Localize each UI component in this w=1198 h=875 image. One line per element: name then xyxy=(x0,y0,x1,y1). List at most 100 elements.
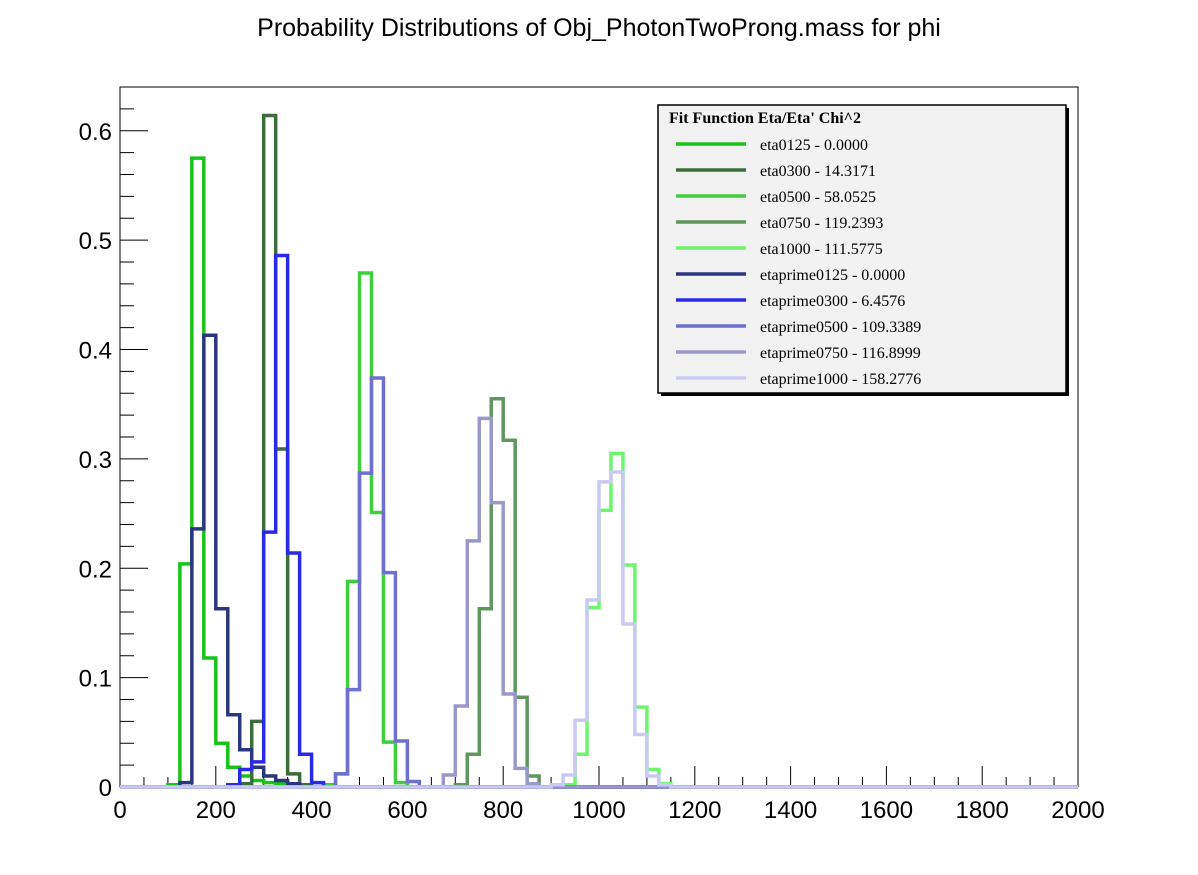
histogram-bin xyxy=(192,529,204,787)
histogram-bin xyxy=(395,741,407,787)
series-etaprime0300 xyxy=(120,253,1078,789)
histogram-bin xyxy=(587,600,599,787)
x-tick-label: 1800 xyxy=(956,797,1009,824)
histogram-line-etaprime0300 xyxy=(120,253,1078,789)
y-tick-label: 0.5 xyxy=(79,228,112,255)
histogram-bin xyxy=(503,694,515,787)
legend-entry: eta0125 - 0.0000 xyxy=(760,137,868,154)
histogram-bin xyxy=(623,565,635,787)
series-etaprime1000 xyxy=(120,470,1078,789)
histogram-bin xyxy=(252,721,264,787)
histogram-bin xyxy=(204,658,216,787)
histogram-bin xyxy=(611,472,623,787)
histogram-bin xyxy=(192,158,204,787)
histogram-bin xyxy=(503,440,515,787)
histogram-line-eta0500 xyxy=(120,271,1078,789)
histogram-line-eta0125 xyxy=(120,156,1078,789)
legend-entry: etaprime0300 - 6.4576 xyxy=(760,293,905,310)
histogram-bin xyxy=(611,453,623,787)
series-group xyxy=(120,113,1078,789)
y-tick-label: 0.6 xyxy=(79,119,112,146)
histogram-bin xyxy=(264,532,276,787)
histogram-bin xyxy=(599,482,611,787)
legend-entry: etaprime1000 - 158.2776 xyxy=(760,371,921,388)
histogram-bin xyxy=(228,715,240,787)
histogram-bin xyxy=(647,770,659,788)
histogram-bin xyxy=(252,767,264,787)
axis-ticks: 0 200 400 600 800 1000 1200 1400 1600 1800 2000 0 0.… xyxy=(79,86,1105,824)
histogram-bin xyxy=(204,335,216,787)
histogram-line-etaprime1000 xyxy=(120,470,1078,789)
histogram-bin xyxy=(276,449,288,787)
x-tick-label: 1200 xyxy=(668,797,721,824)
legend-entry: eta0500 - 58.0525 xyxy=(760,189,876,206)
histogram-bin xyxy=(467,541,479,787)
legend-entry: eta0750 - 119.2393 xyxy=(760,215,883,232)
series-etaprime0125 xyxy=(120,333,1078,789)
histogram-bin xyxy=(491,399,503,787)
legend-title: Fit Function Eta/Eta' Chi^2 xyxy=(669,110,861,127)
histogram-bin xyxy=(360,473,372,787)
histogram-bin xyxy=(479,609,491,787)
legend-entry: etaprime0125 - 0.0000 xyxy=(760,267,905,284)
x-tick-label: 1000 xyxy=(572,797,625,824)
legend: Fit Function Eta/Eta' Chi^2 eta0125 - 0.0… xyxy=(657,104,1069,396)
histogram-bin xyxy=(515,768,527,787)
histogram-bin xyxy=(288,553,300,787)
histogram-bin xyxy=(383,742,395,787)
chart-title: Probability Distributions of Obj_PhotonT… xyxy=(257,14,941,42)
histogram-bin xyxy=(336,774,348,787)
y-tick-label: 0 xyxy=(99,775,112,802)
histogram-line-etaprime0125 xyxy=(120,333,1078,789)
histogram-bin xyxy=(635,707,647,787)
y-tick-label: 0.4 xyxy=(79,338,112,365)
histogram-bin xyxy=(491,503,503,787)
histogram-bin xyxy=(264,115,276,787)
y-tick-label: 0.1 xyxy=(79,666,112,693)
legend-entry: etaprime0750 - 116.8999 xyxy=(760,345,921,362)
histogram-bin xyxy=(575,754,587,787)
legend-entry: eta0300 - 14.3171 xyxy=(760,163,876,180)
histogram-bin xyxy=(348,690,360,787)
histogram-bin xyxy=(479,418,491,787)
series-eta1000 xyxy=(120,451,1078,789)
histogram-bin xyxy=(515,697,527,787)
histogram-bin xyxy=(348,581,360,787)
histogram-bin xyxy=(467,754,479,787)
histogram-line-etaprime0750 xyxy=(120,416,1078,789)
x-tick-label: 400 xyxy=(292,797,332,824)
x-tick-label: 200 xyxy=(196,797,236,824)
histogram-bin xyxy=(276,255,288,787)
legend-entry: etaprime0500 - 109.3389 xyxy=(760,319,921,336)
histogram-bin xyxy=(180,564,192,787)
histogram-bin xyxy=(587,608,599,787)
histogram-bin xyxy=(371,378,383,787)
series-etaprime0500 xyxy=(120,376,1078,789)
histogram-bin xyxy=(383,573,395,787)
histogram-bin xyxy=(300,754,312,787)
y-tick-label: 0.3 xyxy=(79,447,112,474)
series-eta0500 xyxy=(120,271,1078,789)
x-tick-label: 2000 xyxy=(1051,797,1104,824)
histogram-line-etaprime0500 xyxy=(120,376,1078,789)
x-tick-label: 800 xyxy=(483,797,523,824)
series-etaprime0750 xyxy=(120,416,1078,789)
histogram-bin xyxy=(336,774,348,787)
histogram-bin xyxy=(599,510,611,787)
x-tick-label: 1600 xyxy=(860,797,913,824)
histogram-bin xyxy=(455,706,467,787)
histogram-bin xyxy=(635,735,647,788)
histogram-bin xyxy=(360,273,372,787)
x-tick-label: 0 xyxy=(113,797,126,824)
histogram-bin xyxy=(216,743,228,787)
histogram-bin xyxy=(216,609,228,787)
histogram-bin xyxy=(371,512,383,787)
x-tick-label: 600 xyxy=(387,797,427,824)
histogram-bin xyxy=(623,624,635,787)
y-tick-label: 0.2 xyxy=(79,556,112,583)
histogram-bin xyxy=(443,775,455,787)
legend-entry: eta1000 - 111.5775 xyxy=(760,241,883,258)
x-tick-label: 1400 xyxy=(764,797,817,824)
histogram-line-eta1000 xyxy=(120,451,1078,789)
